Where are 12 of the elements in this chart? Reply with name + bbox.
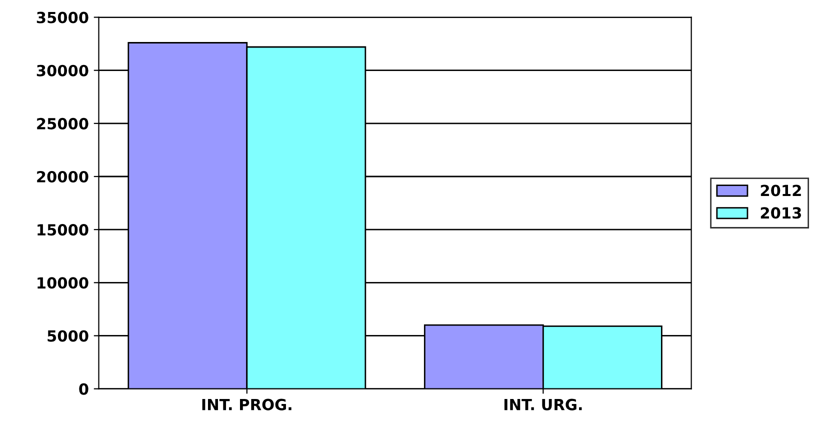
- legend-label: 2012: [760, 184, 801, 196]
- y-tick-label: 25000: [37, 118, 88, 130]
- x-tick-label: INT. URG.: [504, 398, 582, 410]
- x-tick-label: INT. PROG.: [202, 398, 292, 410]
- y-tick-label: 35000: [36, 12, 88, 24]
- y-tick-label: 0: [79, 383, 88, 395]
- y-tick-label: 15000: [38, 224, 88, 236]
- y-tick-label: 20000: [37, 170, 88, 183]
- y-tick-label: 10000: [38, 277, 88, 289]
- y-tick-label: 5000: [48, 330, 88, 342]
- legend-label: 2013: [760, 207, 802, 219]
- y-tick-label: 30000: [36, 64, 88, 76]
